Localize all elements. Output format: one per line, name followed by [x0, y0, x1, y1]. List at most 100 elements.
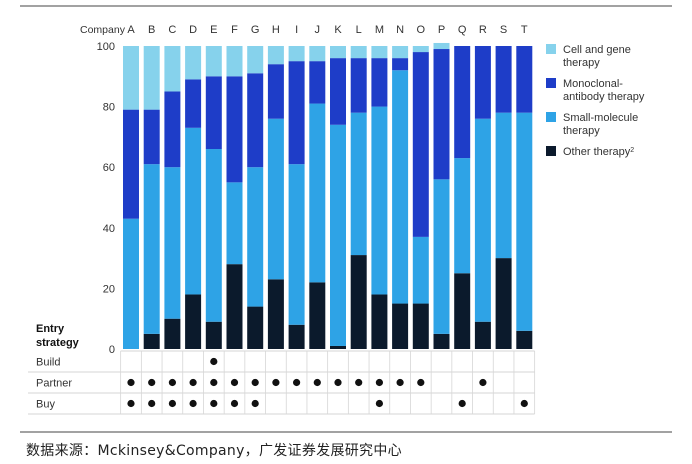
legend-swatch-1 [546, 78, 556, 88]
bar-segment-m-series-1 [371, 106, 388, 295]
bar-segment-e-series-2 [205, 76, 222, 150]
bar-segment-k-series-2 [330, 58, 346, 125]
bar-segment-q-series-0 [454, 273, 471, 349]
bar-segment-i-series-2 [288, 61, 305, 165]
bar-segment-j-series-2 [309, 61, 326, 104]
strategy-dot-partner-n [396, 378, 404, 387]
legend-label-1: Monoclonal- [563, 78, 623, 90]
legend-label-3: Other therapy2 [563, 146, 634, 158]
legend-label-line2-2: therapy [563, 125, 600, 137]
strategy-dot-partner-l [355, 378, 363, 387]
category-label-t: T [521, 24, 528, 36]
strategy-dot-buy-m [375, 399, 383, 408]
entry-strategy-title-line2: strategy [36, 337, 80, 349]
bar-segment-f-series-0 [226, 264, 243, 349]
legend-swatch-3 [546, 146, 556, 156]
strategy-dot-buy-a [127, 399, 135, 408]
bar-segment-g-series-3 [247, 46, 264, 74]
strategy-dot-partner-o [417, 378, 425, 387]
strategy-dot-buy-g [251, 399, 259, 408]
bar-segment-a-series-3 [123, 46, 139, 110]
strategy-dot-partner-i [293, 378, 301, 387]
bar-segment-n-series-1 [392, 70, 409, 304]
bar-segment-t-series-2 [516, 46, 533, 113]
bar-segment-n-series-3 [392, 46, 409, 59]
legend-label-2: Small-molecule [563, 112, 638, 124]
category-label-j: J [315, 24, 321, 36]
bar-segment-d-series-1 [185, 127, 202, 295]
legend-swatch-2 [546, 112, 556, 122]
category-label-n: N [396, 24, 404, 36]
strategy-dot-partner-f [230, 378, 239, 387]
strategy-dot-partner-h [272, 378, 280, 387]
bar-segment-f-series-3 [226, 46, 243, 77]
y-tick-label-100: 100 [97, 41, 115, 53]
bar-segment-i-series-0 [288, 324, 305, 349]
category-label-l: L [356, 24, 362, 36]
bar-segment-k-series-0 [330, 345, 346, 349]
bar-segment-c-series-0 [164, 318, 181, 349]
bar-segment-b-series-2 [143, 109, 160, 165]
entry-strategy-title: Entry [36, 323, 65, 335]
bar-segment-b-series-0 [143, 333, 160, 349]
category-label-f: F [231, 24, 238, 36]
category-label-m: M [375, 24, 384, 36]
strategy-dot-partner-m [375, 378, 383, 387]
strategy-dot-partner-r [479, 378, 487, 387]
bar-segment-d-series-3 [185, 46, 202, 80]
category-label-s: S [500, 24, 507, 36]
strategy-dot-partner-c [168, 378, 176, 387]
legend-swatch-0 [546, 44, 556, 54]
strategy-dot-partner-d [189, 378, 197, 387]
bar-segment-i-series-1 [288, 164, 305, 325]
bar-segment-m-series-3 [371, 46, 388, 59]
category-label-d: D [189, 24, 197, 36]
bar-segment-a-series-2 [123, 109, 139, 219]
category-label-k: K [334, 24, 342, 36]
strategy-dot-buy-e [210, 399, 218, 408]
bar-segment-a-series-1 [123, 218, 139, 349]
bar-segment-f-series-2 [226, 76, 243, 183]
bar-segment-i-series-3 [288, 46, 305, 62]
strategy-dot-buy-f [230, 399, 239, 408]
bar-segment-b-series-1 [143, 164, 160, 334]
bar-segment-d-series-0 [185, 294, 202, 349]
category-label-g: G [251, 24, 260, 36]
bar-segment-p-series-1 [433, 179, 450, 334]
bar-segment-l-series-3 [350, 46, 367, 59]
bar-segment-h-series-2 [267, 64, 284, 119]
strategy-dot-partner-g [251, 378, 259, 387]
bar-segment-k-series-1 [330, 124, 346, 346]
bar-segment-m-series-0 [371, 294, 388, 349]
category-label-q: Q [458, 24, 467, 36]
strategy-dot-build-e [210, 357, 218, 366]
strategy-dot-buy-t [520, 399, 528, 408]
bar-segment-f-series-1 [226, 182, 243, 265]
strategy-dot-buy-c [168, 399, 176, 408]
bar-segment-c-series-2 [164, 91, 181, 168]
category-label-b: B [148, 24, 155, 36]
category-label-a: A [127, 24, 135, 36]
strategy-dot-buy-q [458, 399, 466, 408]
strategy-dot-partner-j [313, 378, 321, 387]
bar-segment-c-series-1 [164, 167, 181, 319]
bar-segment-h-series-3 [267, 46, 284, 65]
strategy-dot-partner-e [210, 378, 218, 387]
strategy-dot-buy-d [189, 399, 197, 408]
y-tick-label-80: 80 [103, 102, 115, 114]
category-label-r: R [479, 24, 487, 36]
y-tick-label-0: 0 [109, 344, 115, 356]
bar-segment-e-series-0 [205, 321, 222, 349]
bar-segment-n-series-2 [392, 58, 409, 71]
bar-segment-k-series-3 [330, 46, 346, 59]
bar-segment-e-series-3 [205, 46, 222, 77]
strategy-dot-partner-k [334, 378, 342, 387]
category-label-h: H [272, 24, 280, 36]
bar-segment-h-series-1 [267, 118, 284, 280]
bar-segment-p-series-2 [433, 49, 450, 180]
bar-segment-b-series-3 [143, 46, 160, 110]
strategy-dot-partner-a [127, 378, 135, 387]
bar-segment-g-series-0 [247, 306, 264, 349]
bar-segment-c-series-3 [164, 46, 181, 92]
bar-segment-q-series-1 [454, 158, 471, 274]
